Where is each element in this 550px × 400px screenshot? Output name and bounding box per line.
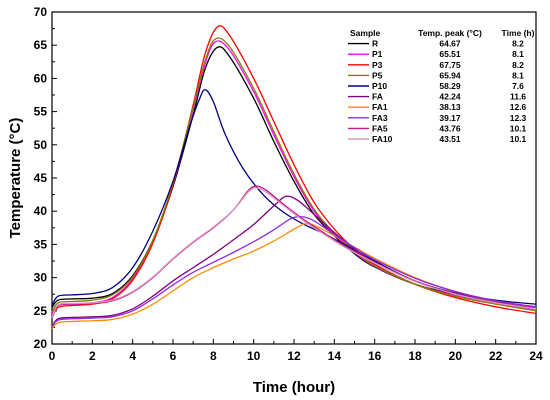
legend-sample-name: P3 xyxy=(372,60,383,70)
legend-sample-name: FA10 xyxy=(372,134,393,144)
x-tick-label: 6 xyxy=(170,349,177,363)
legend-sample-name: FA xyxy=(372,92,383,102)
series-line-fa xyxy=(51,195,537,328)
series-line-p5 xyxy=(51,37,537,313)
legend: Sample Temp. peak (°C) Time (h) R 64.67 8.2 P1… xyxy=(348,28,535,144)
legend-time-value: 12.6 xyxy=(510,102,527,112)
legend-time-value: 7.6 xyxy=(512,81,524,91)
series-line-p10 xyxy=(51,89,537,306)
y-tick-label: 25 xyxy=(34,304,48,318)
legend-peak-value: 64.67 xyxy=(439,39,461,49)
legend-time-value: 8.1 xyxy=(512,49,524,59)
legend-peak-value: 65.51 xyxy=(439,49,461,59)
series-line-fa5 xyxy=(51,185,537,320)
series-line-fa3 xyxy=(51,216,537,328)
y-tick-label: 70 xyxy=(34,5,48,19)
legend-sample-name: P10 xyxy=(372,81,387,91)
legend-time-value: 11.6 xyxy=(510,92,526,102)
y-tick-label: 50 xyxy=(34,138,48,152)
x-tick-label: 24 xyxy=(529,349,543,363)
legend-peak-value: 43.76 xyxy=(439,123,461,133)
legend-header: Sample xyxy=(350,28,381,38)
x-axis-title: Time (hour) xyxy=(253,379,335,396)
y-axis: 20 25 30 35 40 45 50 55 60 65 70 xyxy=(34,5,57,351)
y-tick-label: 65 xyxy=(34,38,48,52)
y-tick-label: 45 xyxy=(34,171,48,185)
legend-time-value: 8.1 xyxy=(512,70,524,80)
y-tick-label: 55 xyxy=(34,105,48,119)
x-tick-label: 2 xyxy=(89,349,96,363)
x-tick-label: 18 xyxy=(408,349,422,363)
series-line-p3 xyxy=(51,25,537,318)
legend-peak-value: 67.75 xyxy=(439,60,461,70)
legend-sample-name: FA3 xyxy=(372,113,388,123)
y-tick-label: 30 xyxy=(34,271,48,285)
legend-time-value: 10.1 xyxy=(510,134,527,144)
legend-peak-value: 42.24 xyxy=(439,92,461,102)
series-line-fa1 xyxy=(51,222,537,330)
legend-sample-name: FA5 xyxy=(372,123,388,133)
x-tick-label: 16 xyxy=(368,349,382,363)
x-tick-label: 8 xyxy=(210,349,217,363)
y-tick-label: 60 xyxy=(34,71,48,85)
legend-sample-name: P1 xyxy=(372,49,383,59)
x-tick-label: 22 xyxy=(489,349,503,363)
y-axis-title: Temperature (°C) xyxy=(7,118,24,239)
legend-sample-name: P5 xyxy=(372,70,383,80)
legend-sample-name: FA1 xyxy=(372,102,388,112)
x-axis: 0 2 4 6 8 10 12 14 16 18 20 22 24 xyxy=(49,339,543,363)
x-tick-label: 10 xyxy=(247,349,261,363)
y-tick-label: 40 xyxy=(34,204,48,218)
legend-peak-value: 38.13 xyxy=(439,102,461,112)
legend-sample-name: R xyxy=(372,39,378,49)
legend-time-value: 8.2 xyxy=(512,60,524,70)
legend-header: Time (h) xyxy=(502,28,535,38)
series-line-fa10 xyxy=(51,187,537,318)
series-line-p1 xyxy=(51,40,537,315)
legend-peak-value: 65.94 xyxy=(439,70,461,80)
legend-time-value: 8.2 xyxy=(512,39,524,49)
legend-header: Temp. peak (°C) xyxy=(418,28,482,38)
legend-time-value: 10.1 xyxy=(510,123,527,133)
x-tick-label: 20 xyxy=(449,349,463,363)
legend-peak-value: 39.17 xyxy=(439,113,461,123)
y-tick-label: 35 xyxy=(34,237,48,251)
y-tick-label: 20 xyxy=(34,337,48,351)
legend-time-value: 12.3 xyxy=(510,113,527,123)
x-tick-label: 4 xyxy=(129,349,136,363)
legend-peak-value: 58.29 xyxy=(439,81,461,91)
x-tick-label: 14 xyxy=(328,349,342,363)
x-tick-label: 0 xyxy=(49,349,56,363)
legend-peak-value: 43.51 xyxy=(439,134,461,144)
series-lines xyxy=(51,25,537,330)
x-tick-label: 12 xyxy=(287,349,301,363)
